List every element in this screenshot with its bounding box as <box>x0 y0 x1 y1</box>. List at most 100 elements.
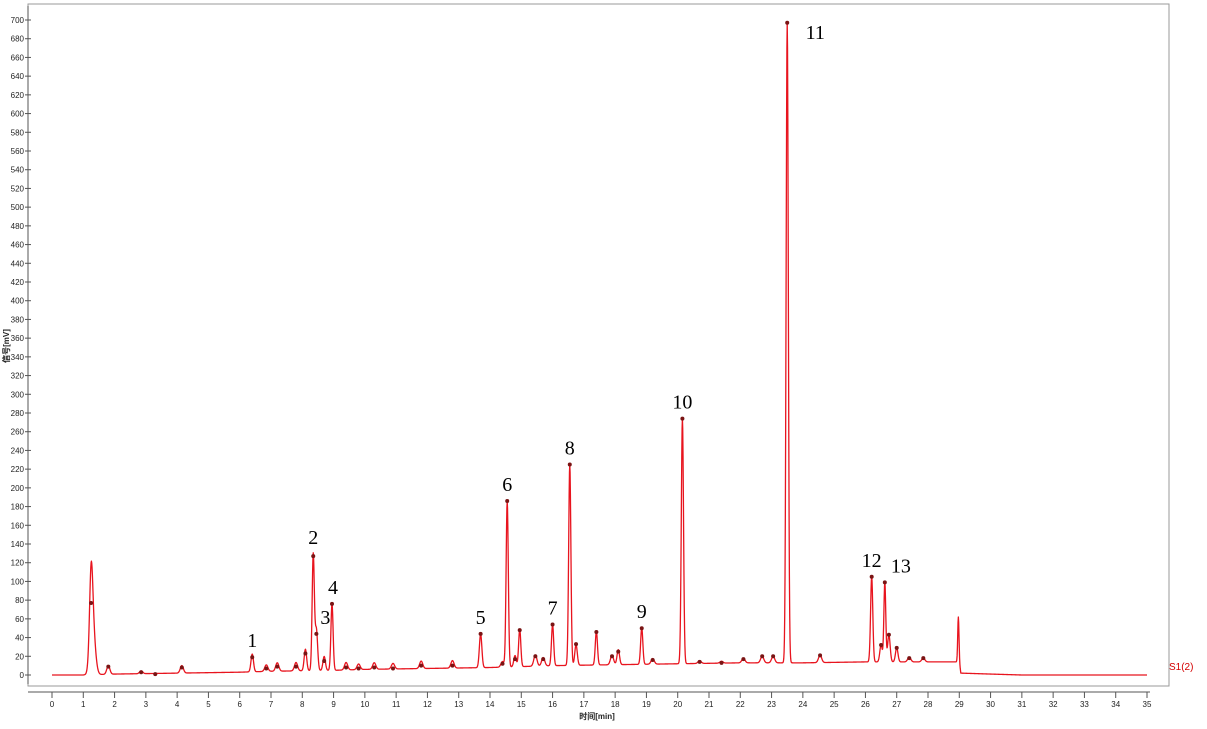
y-tick-label: 440 <box>11 259 25 268</box>
peak-label: 9 <box>637 601 647 623</box>
y-tick-label: 140 <box>11 540 25 549</box>
peak-marker <box>344 665 349 670</box>
x-tick-label: 6 <box>237 700 242 709</box>
y-tick-label: 400 <box>11 297 25 306</box>
x-tick-label: 18 <box>611 700 620 709</box>
x-tick-label: 1 <box>81 700 86 709</box>
x-tick-label: 16 <box>548 700 557 709</box>
y-tick-label: 40 <box>15 634 24 643</box>
y-tick-label: 560 <box>11 147 25 156</box>
peak-marker <box>322 658 327 663</box>
x-tick-label: 26 <box>861 700 870 709</box>
x-tick-label: 4 <box>175 700 180 709</box>
peak-marker <box>314 631 319 636</box>
x-axis-title: 时间[min] <box>579 711 615 721</box>
peak-label: 11 <box>806 22 825 44</box>
x-tick-label: 2 <box>112 700 117 709</box>
y-tick-label: 660 <box>11 53 25 62</box>
x-tick-label: 31 <box>1017 700 1026 709</box>
y-tick-label: 180 <box>11 503 25 512</box>
peak-marker <box>505 498 510 503</box>
x-tick-label: 7 <box>269 700 274 709</box>
y-tick-label: 340 <box>11 353 25 362</box>
y-tick-label: 540 <box>11 166 25 175</box>
y-tick-label: 480 <box>11 222 25 231</box>
peak-marker <box>574 642 579 647</box>
y-tick-label: 200 <box>11 484 25 493</box>
x-tick-label: 17 <box>579 700 588 709</box>
peak-marker <box>330 601 335 606</box>
peak-label: 5 <box>476 607 486 629</box>
peak-marker <box>106 664 111 669</box>
x-axis: 0 1 2 3 4 5 6 7 8 9 10 11 12 13 14 15 16 17 18 19 20 21 22 23 24… <box>28 691 1152 709</box>
peak-label: 6 <box>502 474 512 496</box>
peak-markers <box>89 20 926 677</box>
x-tick-label: 8 <box>300 700 305 709</box>
peak-marker <box>610 654 615 659</box>
y-tick-label: 80 <box>15 596 24 605</box>
series-label: S1(2) <box>1169 662 1193 673</box>
y-tick-label: 460 <box>11 241 25 250</box>
peak-marker <box>264 666 269 671</box>
y-axis: 0 20 40 60 80 100 120 140 160 180 200 220 240 260 280 3… <box>11 6 31 684</box>
peak-label: 13 <box>891 555 911 577</box>
x-tick-label: 13 <box>454 700 463 709</box>
peak-marker <box>719 660 724 665</box>
y-tick-label: 220 <box>11 465 25 474</box>
x-tick-label: 35 <box>1143 700 1152 709</box>
peak-label: 10 <box>672 392 692 414</box>
x-tick-label: 5 <box>206 700 211 709</box>
x-tick-label: 29 <box>955 700 964 709</box>
peak-marker <box>785 20 790 25</box>
peak-marker <box>907 656 912 661</box>
x-tick-label: 15 <box>517 700 526 709</box>
peak-marker <box>500 661 505 666</box>
peak-marker <box>517 628 522 633</box>
y-tick-label: 580 <box>11 128 25 137</box>
plot-frame <box>27 3 1170 687</box>
x-tick-label: 34 <box>1111 700 1120 709</box>
x-tick-label: 20 <box>673 700 682 709</box>
peak-label: 7 <box>548 597 558 619</box>
y-tick-label: 360 <box>11 334 25 343</box>
peak-label: 12 <box>862 550 882 572</box>
peak-marker <box>303 651 308 656</box>
y-tick-label: 300 <box>11 390 25 399</box>
y-tick-label: 500 <box>11 203 25 212</box>
x-tick-label: 22 <box>736 700 745 709</box>
peak-marker <box>921 656 926 661</box>
y-tick-label: 280 <box>11 409 25 418</box>
y-tick-label: 620 <box>11 91 25 100</box>
y-tick-label: 20 <box>15 652 24 661</box>
peak-marker <box>680 416 685 421</box>
y-tick-label: 420 <box>11 278 25 287</box>
y-tick-label: 60 <box>15 615 24 624</box>
peak-label: 4 <box>328 577 338 599</box>
x-tick-label: 25 <box>830 700 839 709</box>
x-tick-label: 3 <box>144 700 149 709</box>
x-tick-label: 24 <box>798 700 807 709</box>
peak-marker <box>886 632 891 637</box>
peak-marker <box>869 574 874 579</box>
peak-marker <box>533 654 538 659</box>
chromatogram-trace <box>51 22 1148 676</box>
y-tick-label: 520 <box>11 184 25 193</box>
x-tick-label: 19 <box>642 700 651 709</box>
y-tick-label: 600 <box>11 110 25 119</box>
peak-marker <box>356 666 361 671</box>
x-tick-label: 30 <box>986 700 995 709</box>
y-tick-label: 100 <box>11 577 25 586</box>
peak-label: 3 <box>320 607 330 629</box>
peak-label: 2 <box>308 527 318 549</box>
peak-marker <box>616 649 621 654</box>
peak-marker <box>513 657 518 662</box>
y-tick-label: 640 <box>11 72 25 81</box>
peak-marker <box>250 655 255 660</box>
y-axis-title: 信号[mV] <box>1 329 11 363</box>
peak-marker <box>894 645 899 650</box>
peak-marker <box>650 658 655 663</box>
x-tick-label: 32 <box>1049 700 1058 709</box>
